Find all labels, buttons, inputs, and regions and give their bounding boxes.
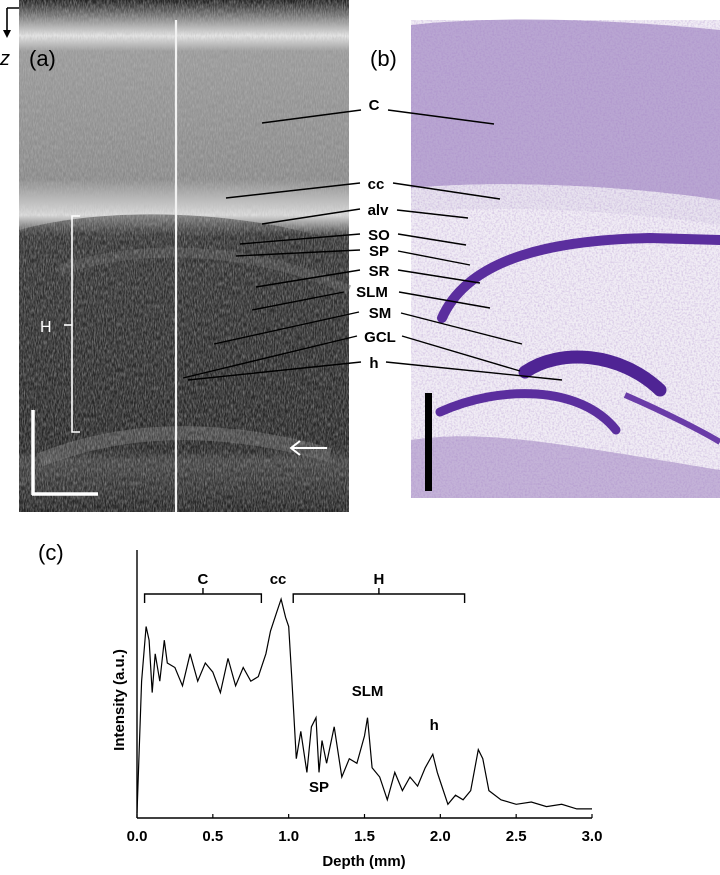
panel-a-label: (a): [29, 46, 56, 71]
z-axis-letter: z: [0, 48, 10, 70]
leader-alv-right: [396, 209, 469, 219]
x-axis-title: Depth (mm): [322, 853, 405, 870]
region-peak-label: cc: [270, 571, 287, 588]
x-tick-label: 0.5: [202, 828, 223, 845]
x-tick-label: 1.5: [354, 828, 375, 845]
ca3-extension: [623, 392, 720, 445]
leader-h-right: [385, 361, 563, 381]
intensity-series-line: [136, 596, 592, 814]
y-axis-title: Intensity (a.u.): [111, 649, 128, 751]
x-tick-label: 3.0: [582, 828, 603, 845]
layer-labels: C cc alv SO SP SR SLM SM GCL h: [356, 97, 396, 372]
chart-annotation: h: [430, 717, 439, 734]
oct-speckle: [19, 0, 349, 512]
leader-cc-left: [225, 182, 361, 199]
chart-annotation: SP: [309, 779, 329, 796]
dentate-lower-blade: [435, 389, 621, 435]
z-axis-arrowhead: [3, 30, 11, 38]
leader-sr-left: [255, 269, 361, 288]
leader-so-right: [397, 233, 467, 246]
region-bracket-label: H: [373, 571, 384, 588]
leader-slm-right: [398, 291, 491, 309]
panel-b: (b): [370, 19, 720, 498]
leader-slm-left: [251, 291, 345, 311]
leader-sp-right: [397, 250, 471, 266]
histology-texture: [411, 20, 720, 498]
leader-lines: [182, 109, 563, 381]
label-c: C: [369, 97, 380, 114]
panel-a: H (a): [19, 0, 352, 512]
label-so: SO: [368, 227, 390, 244]
panel-c-label: (c): [38, 540, 64, 565]
chart-annotations: SLM h SP: [309, 683, 439, 796]
h-bracket-label: H: [40, 319, 52, 336]
leader-gcl-right: [401, 335, 521, 372]
x-tick-label: 0.0: [127, 828, 148, 845]
region-bracket-label: C: [198, 571, 209, 588]
label-cc: cc: [368, 176, 385, 193]
x-tick-label: 2.0: [430, 828, 451, 845]
leader-sm-right: [400, 312, 523, 345]
white-arrowhead: [289, 440, 301, 456]
histology-scale-bar: [425, 393, 432, 491]
dentate-upper-blade: [518, 350, 667, 397]
label-slm: SLM: [356, 284, 388, 301]
leader-sm-left: [213, 311, 360, 345]
pyramidal-layer: [437, 232, 720, 323]
leader-c-right: [387, 109, 495, 125]
label-sp: SP: [369, 243, 389, 260]
leader-h-left: [187, 361, 362, 381]
label-sm: SM: [369, 305, 392, 322]
h-bracket: [71, 215, 80, 433]
label-h: h: [369, 355, 378, 372]
region-bracket: [292, 588, 466, 603]
region-bracket: [143, 588, 263, 603]
x-ticks: 0.0 0.5 1.0 1.5 2.0 2.5 3.0: [127, 814, 603, 845]
x-tick-label: 2.5: [506, 828, 527, 845]
leader-gcl-left: [182, 335, 358, 379]
chart-annotation: SLM: [352, 683, 384, 700]
x-tick-label: 1.0: [278, 828, 299, 845]
label-gcl: GCL: [364, 329, 396, 346]
panel-b-label: (b): [370, 46, 397, 71]
leader-cc-right: [392, 182, 501, 200]
leader-sr-right: [397, 269, 481, 284]
leader-c-left: [261, 109, 362, 124]
leader-alv-left: [261, 208, 361, 225]
label-sr: SR: [369, 263, 390, 280]
leader-sp-left: [235, 249, 361, 257]
leader-so-left: [239, 233, 361, 245]
label-alv: alv: [368, 202, 390, 219]
